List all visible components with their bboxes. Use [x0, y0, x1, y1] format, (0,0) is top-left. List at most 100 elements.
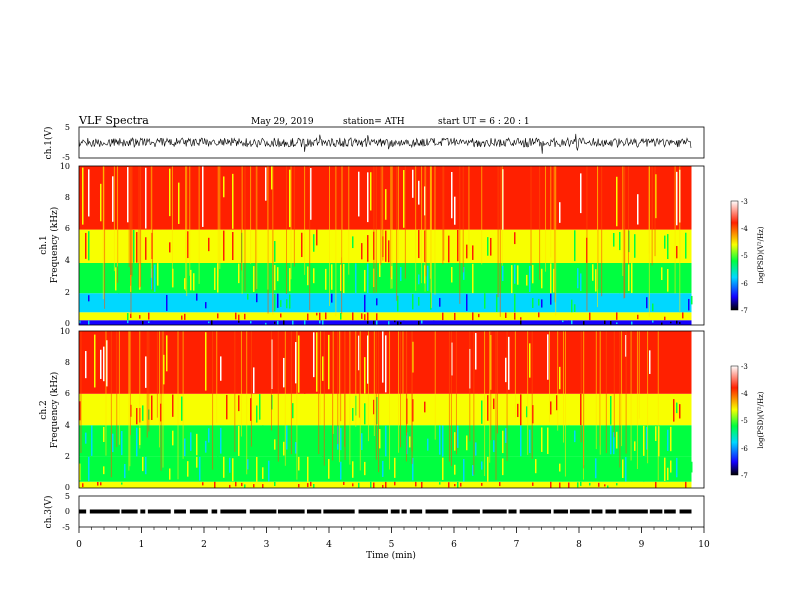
spectrogram-texture: [448, 482, 450, 488]
figure-title: VLF Spectra: [78, 114, 149, 127]
spectrogram-texture: [559, 482, 561, 488]
spectrogram-texture: [379, 263, 381, 278]
spectrogram-texture: [304, 441, 306, 453]
spectrogram-streak: [530, 166, 532, 266]
spectrogram-streak: [139, 331, 141, 449]
spectrogram-texture: [508, 263, 510, 291]
spectrogram-texture: [397, 295, 399, 312]
spectrogram-texture: [238, 263, 240, 284]
spectrogram-texture: [454, 268, 456, 291]
spectrogram-streak: [332, 331, 334, 461]
spectrogram-texture: [541, 331, 543, 364]
spectrogram-texture: [157, 263, 159, 286]
ch2-spectrogram-image: [79, 331, 693, 488]
spectrogram-streak: [496, 331, 498, 434]
spectrogram-texture: [118, 294, 120, 312]
spectrogram-streak: [348, 166, 350, 275]
spectrogram-texture: [487, 456, 489, 482]
spectrogram-texture: [412, 399, 414, 422]
spectrogram-texture: [457, 481, 459, 488]
spectrogram-texture: [688, 298, 690, 311]
spectrogram-texture: [211, 481, 213, 488]
spectrogram-texture: [196, 456, 198, 468]
spectrogram-texture: [307, 456, 309, 482]
spectrogram-texture: [175, 191, 177, 220]
spectrogram-texture: [481, 400, 483, 424]
spectrogram-texture: [226, 394, 228, 420]
spectrogram-texture: [88, 169, 90, 217]
spectrogram-texture: [379, 313, 381, 319]
spectrogram-texture: [142, 405, 144, 421]
spectrogram-streak: [382, 166, 384, 261]
time-axis-tick-label: 1: [139, 540, 145, 550]
spectrogram-texture: [154, 197, 156, 223]
ch3-signal-trace: [79, 509, 692, 514]
spectrogram-texture: [382, 331, 384, 383]
spectrogram-texture: [307, 266, 309, 286]
ch3-signal-segment: [425, 509, 449, 514]
spectrogram-texture: [169, 242, 171, 253]
spectrogram-texture: [520, 320, 522, 325]
spectrogram-texture: [397, 321, 399, 325]
spectrogram-streak: [597, 166, 599, 308]
spectrogram-texture: [229, 484, 231, 488]
spectrogram-texture: [259, 394, 261, 420]
spectrogram-streak: [657, 331, 659, 481]
spectrogram-texture: [556, 263, 558, 293]
spectrogram-texture: [169, 427, 171, 453]
spectrogram-texture: [532, 482, 534, 486]
spectrogram-texture: [364, 481, 366, 487]
spectrogram-texture: [400, 266, 402, 282]
spectrogram-texture: [238, 425, 240, 456]
spectrogram-texture: [604, 264, 606, 292]
spectrogram-texture: [562, 481, 564, 488]
spectrogram-texture: [583, 481, 585, 488]
spectrogram-texture: [493, 440, 495, 453]
spectrogram-streak: [448, 331, 450, 462]
spectrogram-texture: [319, 277, 321, 293]
start-time-label: start UT = 6 : 20 : 1: [438, 117, 530, 127]
spectrogram-texture: [673, 312, 675, 320]
spectrogram-streak: [621, 331, 623, 447]
spectrogram-streak: [391, 166, 393, 289]
ch1-ytick-top: 5: [65, 123, 70, 132]
spectrogram-texture: [283, 357, 285, 388]
spectrogram-texture: [619, 231, 621, 251]
spectrogram-texture: [550, 401, 552, 415]
ch2-spectrogram-prefix: ch.2: [39, 400, 49, 419]
spectrogram-texture: [343, 263, 345, 294]
spectrogram-streak: [272, 166, 274, 312]
ch3-signal-segment: [569, 509, 590, 514]
spectrogram-streak: [630, 331, 632, 461]
spectrogram-texture: [145, 167, 147, 229]
spectrogram-texture: [169, 468, 171, 480]
spectrogram-texture: [160, 320, 162, 325]
spectrogram-texture: [154, 300, 156, 306]
spectrogram-texture: [553, 322, 555, 325]
spectrogram-texture: [547, 234, 549, 252]
spectrogram-streak: [129, 331, 131, 467]
spectrogram-texture: [679, 342, 681, 394]
spectrogram-texture: [442, 312, 444, 321]
spectrogram-texture: [124, 463, 126, 479]
spectrogram-streak: [636, 331, 638, 470]
spectrogram-texture: [289, 169, 291, 228]
spectrogram-texture: [520, 317, 522, 320]
spectrogram-texture: [181, 396, 183, 421]
spectrogram-texture: [235, 400, 237, 413]
spectrogram-streak: [128, 331, 130, 471]
spectrogram-streak: [380, 166, 382, 266]
spectrogram-texture: [616, 404, 618, 417]
spectrogram-texture: [223, 456, 225, 478]
spectrogram-texture: [154, 312, 156, 321]
spectrogram-texture: [331, 264, 333, 290]
spectrogram-streak: [138, 166, 140, 288]
spectrogram-texture: [85, 432, 87, 444]
spectrogram-texture: [307, 432, 309, 450]
spectrogram-streak: [146, 331, 148, 438]
spectrogram-streak: [250, 166, 252, 264]
spectrogram-streak: [549, 331, 551, 423]
spectrogram-texture: [505, 428, 507, 443]
spectrogram-texture: [610, 456, 612, 481]
spectrogram-texture: [313, 394, 315, 414]
